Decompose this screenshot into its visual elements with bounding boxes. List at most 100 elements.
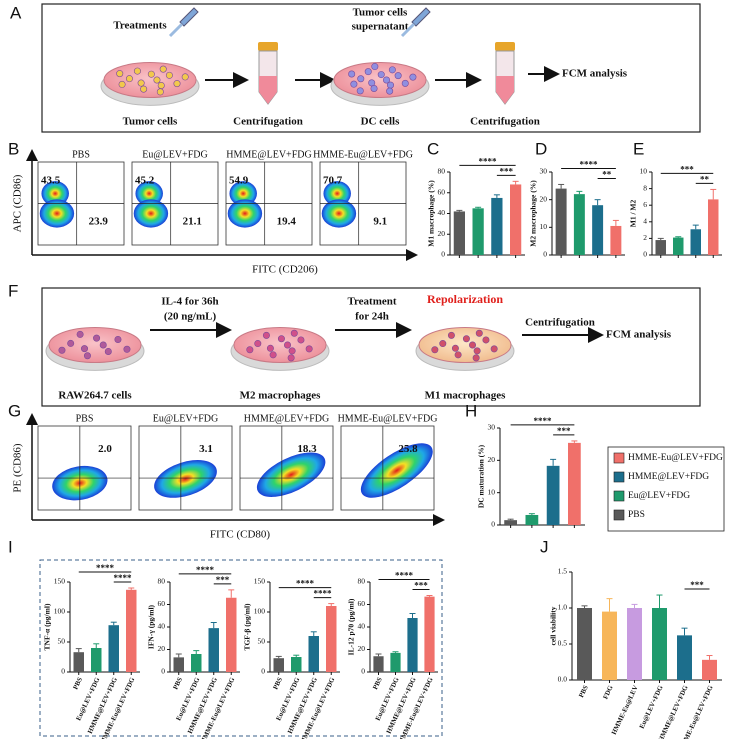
bar <box>108 625 119 672</box>
label: Tumor cells <box>123 116 178 128</box>
cell <box>99 341 107 349</box>
x-tick-label: Eu@LEV+FDG <box>639 684 665 730</box>
cell <box>371 63 379 71</box>
cell <box>123 345 131 353</box>
legend-label: HMME@LEV+FDG <box>628 472 709 482</box>
population <box>256 452 326 497</box>
cell <box>447 331 455 339</box>
y-tick-label: 0 <box>643 250 647 259</box>
y-tick-label: 40 <box>358 622 366 631</box>
y-tick-label: 20 <box>358 644 366 653</box>
cell <box>473 347 481 355</box>
bar <box>525 514 539 525</box>
tube-cap <box>258 42 278 51</box>
bar <box>708 199 719 255</box>
bar <box>191 654 202 672</box>
cell <box>387 81 395 89</box>
y-tick-label: 80 <box>158 577 166 586</box>
y-tick-label: 30 <box>488 423 496 432</box>
y-axis-label: M1 / M2 <box>629 200 638 228</box>
bar <box>226 597 237 672</box>
cell <box>350 80 358 88</box>
cell <box>490 345 498 353</box>
bar <box>73 652 84 672</box>
cell <box>357 75 365 83</box>
cell <box>133 67 141 75</box>
bar <box>577 608 592 680</box>
cell <box>116 70 124 78</box>
population <box>227 199 263 228</box>
quadrant-value: 18.3 <box>297 443 317 455</box>
cell <box>462 335 470 343</box>
cell <box>93 334 101 342</box>
pipette <box>179 7 199 27</box>
flow-title: Eu@LEV+FDG <box>153 413 218 424</box>
bar <box>602 611 617 680</box>
legend-box <box>607 446 725 532</box>
label: IL-4 for 36h <box>161 296 218 308</box>
significance-label: **** <box>196 565 215 575</box>
y-tick-label: 10 <box>640 167 648 176</box>
cell <box>254 340 262 348</box>
dish <box>333 62 427 98</box>
y-tick-label: 10 <box>540 222 548 231</box>
cell <box>377 71 385 79</box>
cell <box>287 354 295 362</box>
y-tick-label: 0 <box>361 667 365 676</box>
cell <box>454 351 462 359</box>
cell <box>269 351 277 359</box>
cell <box>364 68 372 76</box>
y-tick-label: 30 <box>540 167 548 176</box>
panel-letter: E <box>633 139 644 158</box>
bar <box>273 658 284 672</box>
panel-letter: A <box>10 3 22 22</box>
y-tick-label: 80 <box>358 577 366 586</box>
legend-label: Eu@LEV+FDG <box>628 491 690 501</box>
y-tick-label: 20 <box>488 455 496 464</box>
y-axis-label: TNF-α (pg/ml) <box>43 603 52 650</box>
y-axis-label: TGF-β (pg/ml) <box>243 603 252 651</box>
cell <box>482 336 490 344</box>
cell <box>58 346 66 354</box>
cell <box>383 76 391 84</box>
cell <box>114 335 122 343</box>
cell <box>288 347 296 355</box>
y-axis-label: IL-12 p70 (pg/ml) <box>347 598 356 655</box>
bar <box>373 656 384 672</box>
label: DC cells <box>361 116 401 128</box>
cell <box>305 345 313 353</box>
significance-label: *** <box>557 426 571 436</box>
panel-i-box <box>39 559 443 737</box>
bar <box>208 628 219 672</box>
significance-label: *** <box>680 164 694 174</box>
legend-swatch <box>613 509 625 521</box>
bar <box>91 648 102 672</box>
y-tick-label: 2 <box>643 233 647 242</box>
cell <box>80 345 88 353</box>
bar <box>491 197 503 255</box>
population <box>135 181 163 206</box>
y-tick-label: 80 <box>438 167 446 176</box>
bar <box>504 520 517 525</box>
y-tick-label: 40 <box>438 208 446 217</box>
quadrant-value: 21.1 <box>183 215 202 227</box>
bar <box>424 596 435 672</box>
dish <box>418 327 512 363</box>
significance-label: *** <box>414 581 428 591</box>
significance-label: **** <box>296 579 315 589</box>
y-tick-label: 0 <box>161 667 165 676</box>
y-tick-label: 0.0 <box>558 675 568 684</box>
cell <box>140 85 148 93</box>
y-tick-label: 0 <box>61 667 65 676</box>
y-tick-label: 150 <box>54 577 66 586</box>
cell <box>472 354 480 362</box>
bar <box>655 240 666 255</box>
y-tick-label: 0 <box>441 250 445 259</box>
cell <box>159 65 167 73</box>
cell <box>246 346 254 354</box>
population <box>41 181 69 206</box>
dish <box>48 327 142 363</box>
y-tick-label: 1.0 <box>558 603 568 612</box>
cell <box>118 80 126 88</box>
